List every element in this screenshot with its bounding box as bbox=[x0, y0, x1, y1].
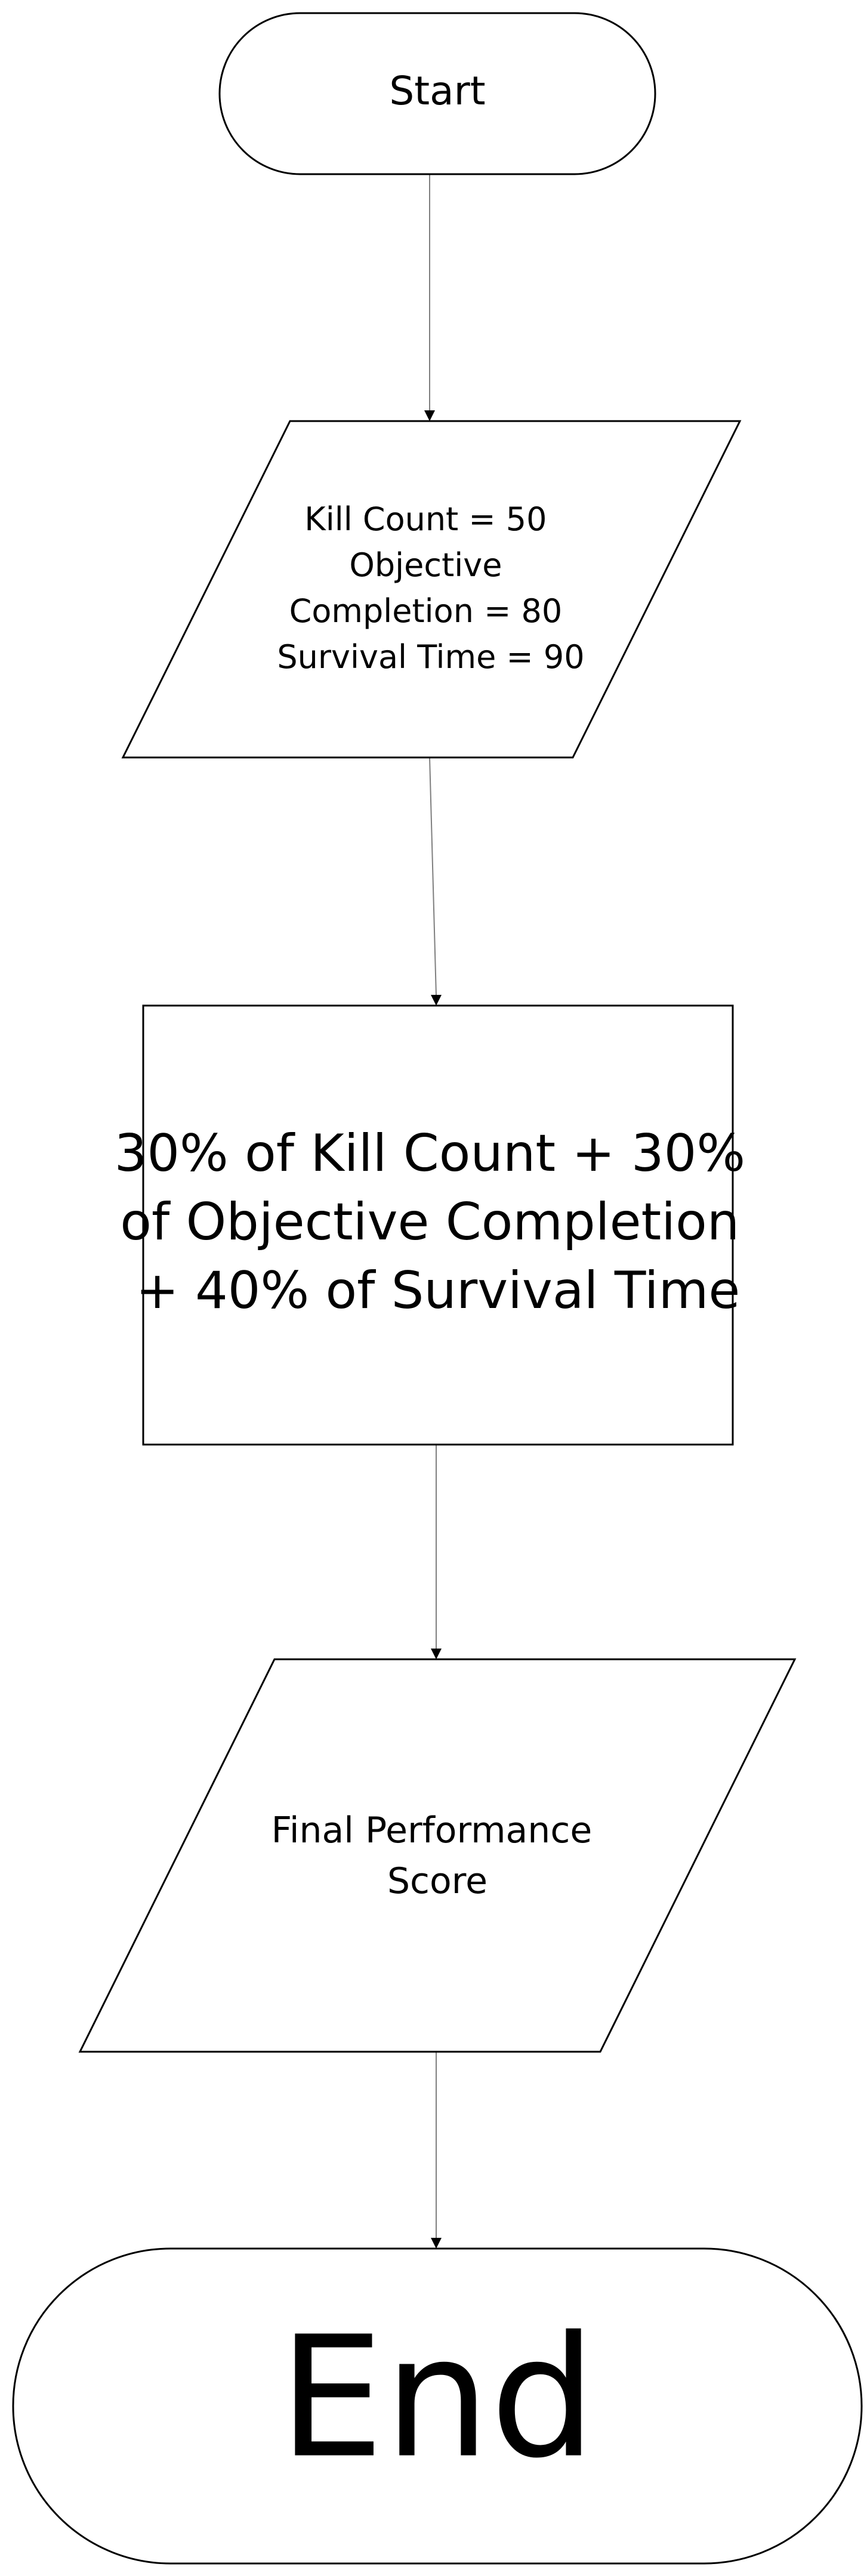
process-line: 30% of Kill Count + 30% bbox=[115, 1124, 745, 1183]
process-line: of Objective Completion bbox=[120, 1192, 739, 1252]
start-terminator-shape bbox=[218, 12, 656, 175]
process-line: + 40% of Survival Time bbox=[136, 1261, 741, 1321]
arrowhead-output bbox=[431, 1649, 442, 1659]
input-node: Kill Count = 50 Objective Completion = 8… bbox=[121, 420, 742, 759]
input-line: Completion = 80 bbox=[289, 592, 563, 630]
arrowhead-end bbox=[431, 2238, 442, 2249]
input-parallelogram-shape bbox=[121, 420, 742, 759]
output-label: Final Performance Score bbox=[271, 1810, 604, 1902]
start-label: Start bbox=[389, 68, 485, 114]
process-rectangle-shape bbox=[142, 1004, 734, 1446]
connectors bbox=[424, 174, 442, 2249]
output-node: Final Performance Score bbox=[78, 1658, 797, 2053]
arrowhead-process bbox=[431, 995, 442, 1006]
output-line: Final Performance bbox=[271, 1810, 593, 1851]
input-line: Kill Count = 50 bbox=[304, 500, 547, 538]
connector-input-to-process bbox=[429, 757, 437, 997]
process-node: 30% of Kill Count + 30% of Objective Com… bbox=[115, 1004, 762, 1446]
input-line: Survival Time = 90 bbox=[277, 638, 584, 676]
output-line: Score bbox=[387, 1860, 488, 1902]
process-label: 30% of Kill Count + 30% of Objective Com… bbox=[115, 1124, 762, 1321]
arrowhead-input bbox=[424, 410, 435, 421]
output-parallelogram-shape bbox=[78, 1658, 797, 2053]
end-label: End bbox=[279, 2301, 596, 2495]
input-label: Kill Count = 50 Objective Completion = 8… bbox=[277, 500, 584, 676]
end-node: End bbox=[12, 2247, 863, 2565]
input-line: Objective bbox=[349, 546, 502, 584]
end-terminator-shape bbox=[12, 2247, 863, 2565]
start-node: Start bbox=[218, 12, 656, 175]
